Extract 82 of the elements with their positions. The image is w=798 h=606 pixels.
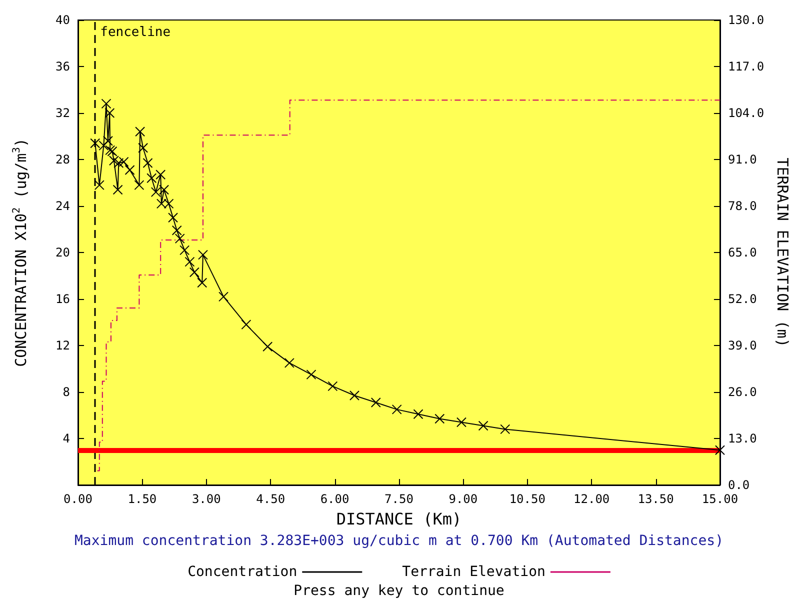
point	[392, 404, 402, 414]
point	[714, 445, 725, 456]
x-axis-title: DISTANCE (Km)	[336, 510, 462, 528]
point	[174, 234, 185, 244]
y-axis-title: CONCENTRATION X102 (ug/m3)	[12, 138, 30, 367]
point	[198, 250, 208, 260]
point	[456, 417, 466, 428]
y-tick-label: 12	[56, 338, 70, 352]
x-tick-label: 12.00	[574, 492, 610, 506]
y2-tick-label: 117.0	[728, 60, 764, 74]
x-tick-label: 13.50	[638, 492, 674, 506]
point	[118, 156, 129, 167]
point	[104, 108, 115, 118]
ref-line-label: fenceline	[100, 25, 171, 40]
y2-tick-label: 104.0	[728, 106, 764, 120]
x-tick-label: 3.00	[192, 492, 221, 506]
y2-tick-label: 52.0	[728, 292, 757, 306]
point	[156, 170, 166, 180]
point	[101, 98, 112, 109]
point	[478, 420, 488, 431]
y2-tick-label: 91.0	[728, 152, 757, 166]
point	[413, 409, 424, 420]
point	[197, 278, 208, 288]
point	[241, 320, 252, 330]
x-tick-label: 7.50	[384, 492, 414, 506]
point	[146, 173, 157, 184]
x-tick-label: 1.50	[128, 492, 157, 506]
y2-tick-label: 13.0	[728, 432, 757, 446]
y-tick-label: 8	[62, 385, 70, 399]
y-tick-label: 36	[56, 60, 70, 74]
legend-label: Concentration	[188, 564, 298, 580]
y-tick-label: 4	[62, 432, 70, 446]
point	[306, 370, 316, 380]
y2-tick-label: 78.0	[728, 199, 757, 213]
y2-tick-label: 0.0	[728, 478, 750, 492]
point	[328, 381, 338, 392]
point	[138, 142, 148, 153]
y-tick-label: 20	[56, 246, 70, 260]
point	[172, 225, 182, 236]
point	[262, 342, 273, 352]
x-tick-label: 0.00	[64, 492, 92, 506]
point	[180, 245, 190, 256]
point	[156, 198, 166, 209]
x-tick-label: 10.50	[509, 492, 546, 506]
point	[135, 126, 146, 137]
point	[150, 187, 161, 198]
y2-axis-title: TERRAIN ELEVATION (m)	[774, 158, 792, 348]
point	[98, 140, 109, 151]
y2-tick-label: 26.0	[728, 385, 757, 399]
y2-tick-label: 39.0	[728, 338, 757, 352]
y-tick-label: 28	[56, 152, 70, 166]
point	[90, 138, 100, 148]
text: Maximum concentration 3.283E+003 ug/cubic m at 0.700 Km (Automated Distances)	[74, 533, 724, 549]
y2-tick-label: 65.0	[728, 246, 757, 260]
y-tick-label: 16	[56, 292, 70, 306]
point	[112, 184, 123, 195]
point	[218, 292, 229, 302]
x-tick-label: 15.00	[702, 492, 738, 506]
y-tick-label: 32	[56, 106, 70, 120]
point	[164, 198, 174, 209]
point	[134, 180, 144, 190]
text: Press any key to continue	[294, 583, 504, 599]
y-tick-label: 40	[56, 13, 70, 27]
point	[142, 158, 153, 168]
x-tick-label: 4.50	[256, 492, 286, 506]
y-tick-label: 24	[56, 199, 70, 213]
point	[349, 390, 360, 400]
point	[184, 256, 195, 267]
x-tick-label: 9.00	[448, 492, 478, 506]
y2-tick-label: 130.0	[728, 13, 764, 27]
point	[284, 358, 294, 368]
point	[168, 212, 178, 223]
point	[114, 158, 124, 168]
point	[94, 180, 104, 190]
point	[500, 424, 510, 434]
point	[370, 397, 381, 408]
legend-label: Terrain Elevation	[402, 564, 546, 580]
point	[159, 184, 170, 195]
point	[189, 267, 200, 278]
x-tick-label: 6.00	[320, 492, 350, 506]
point	[124, 164, 135, 175]
point	[434, 414, 445, 424]
